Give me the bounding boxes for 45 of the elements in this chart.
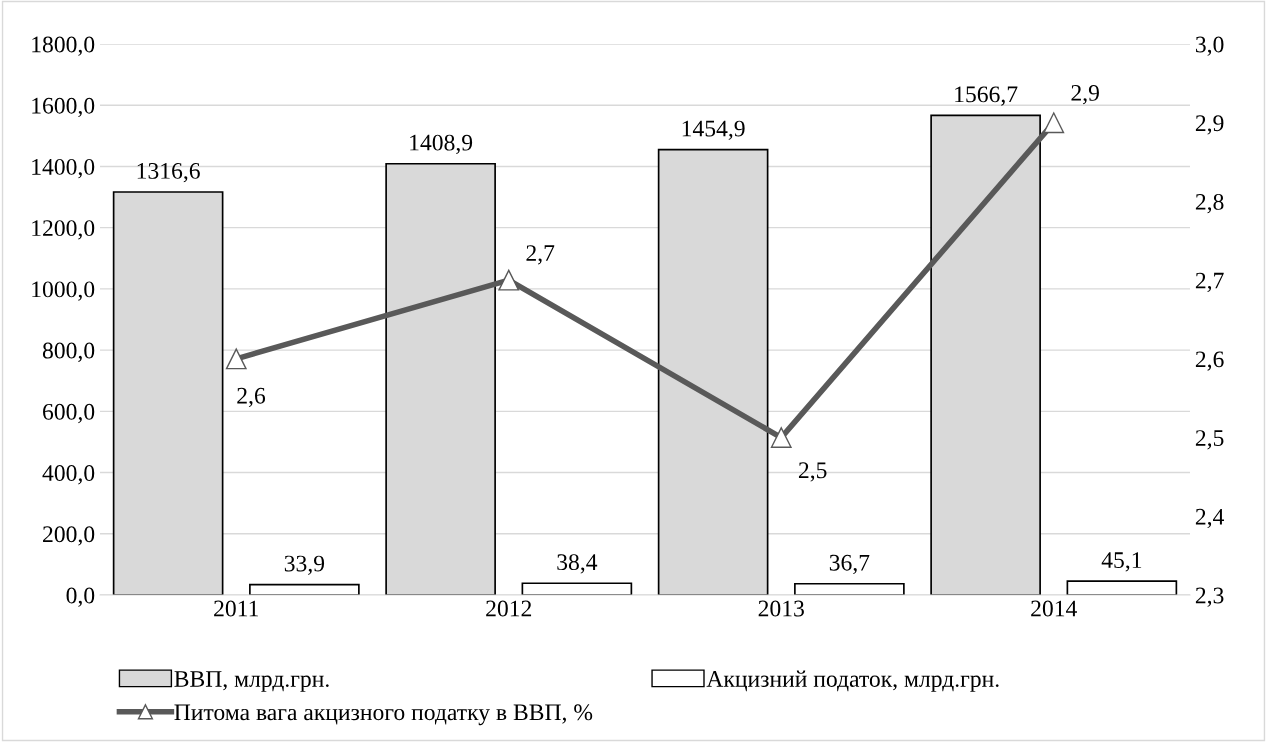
data-label: 2,5: [798, 462, 827, 482]
data-label: 33,9: [284, 555, 325, 575]
bar: [521, 582, 633, 595]
y-tick-label: 1800,0: [32, 36, 95, 56]
data-label: 36,7: [829, 554, 870, 575]
y-tick-label: 1200,0: [32, 220, 95, 240]
x-tick-label: 2012: [486, 600, 532, 617]
data-label: 1316,6: [137, 162, 200, 183]
y2-tick-label: 2,5: [1195, 430, 1224, 450]
y-tick-label: 0,0: [66, 587, 95, 607]
x-tick-label: 2014: [1031, 600, 1077, 617]
data-label: 45,1: [1101, 552, 1142, 572]
y-tick-label: 1400,0: [32, 158, 95, 179]
y-tick-label: 200,0: [43, 526, 95, 546]
y-tick-label: 400,0: [42, 465, 95, 485]
data-label: 2,7: [526, 245, 555, 265]
bar: [249, 583, 360, 595]
y-tick-label: 600,0: [43, 403, 95, 424]
y2-tick-label: 2,7: [1195, 272, 1224, 292]
y-tick-label: 800,0: [42, 342, 95, 362]
point: [225, 348, 247, 370]
data-label: 1566,7: [955, 86, 1018, 106]
y-tick-label: 1600,0: [32, 97, 95, 118]
point: [498, 269, 520, 291]
data-label: 1454,9: [682, 120, 745, 140]
y2-tick-label: 2,6: [1195, 351, 1224, 371]
x-tick-label: 2013: [758, 600, 804, 617]
x-tick-label: 2011: [214, 600, 258, 617]
bar: [794, 582, 905, 595]
legend-label: ВВП, млрд.грн.: [174, 671, 329, 692]
legend-label: Питома вага акцизного податку в ВВП, %: [174, 704, 593, 726]
bar: [1066, 580, 1178, 595]
point: [770, 427, 792, 448]
data-label: 2,6: [237, 387, 266, 408]
y2-tick-label: 2,4: [1195, 508, 1225, 529]
data-label: 38,4: [557, 554, 598, 574]
data-label: 1408,9: [410, 134, 473, 154]
y2-tick-label: 3,0: [1195, 36, 1224, 56]
y-tick-label: 1000,0: [32, 281, 95, 301]
y2-tick-label: 2,8: [1195, 193, 1224, 214]
y2-tick-label: 2,3: [1195, 587, 1224, 607]
y2-tick-label: 2,9: [1195, 115, 1224, 135]
data-label: 2,9: [1071, 84, 1099, 105]
legend-label: Акцизний податок, млрд.грн.: [706, 670, 999, 692]
point: [1043, 112, 1065, 134]
